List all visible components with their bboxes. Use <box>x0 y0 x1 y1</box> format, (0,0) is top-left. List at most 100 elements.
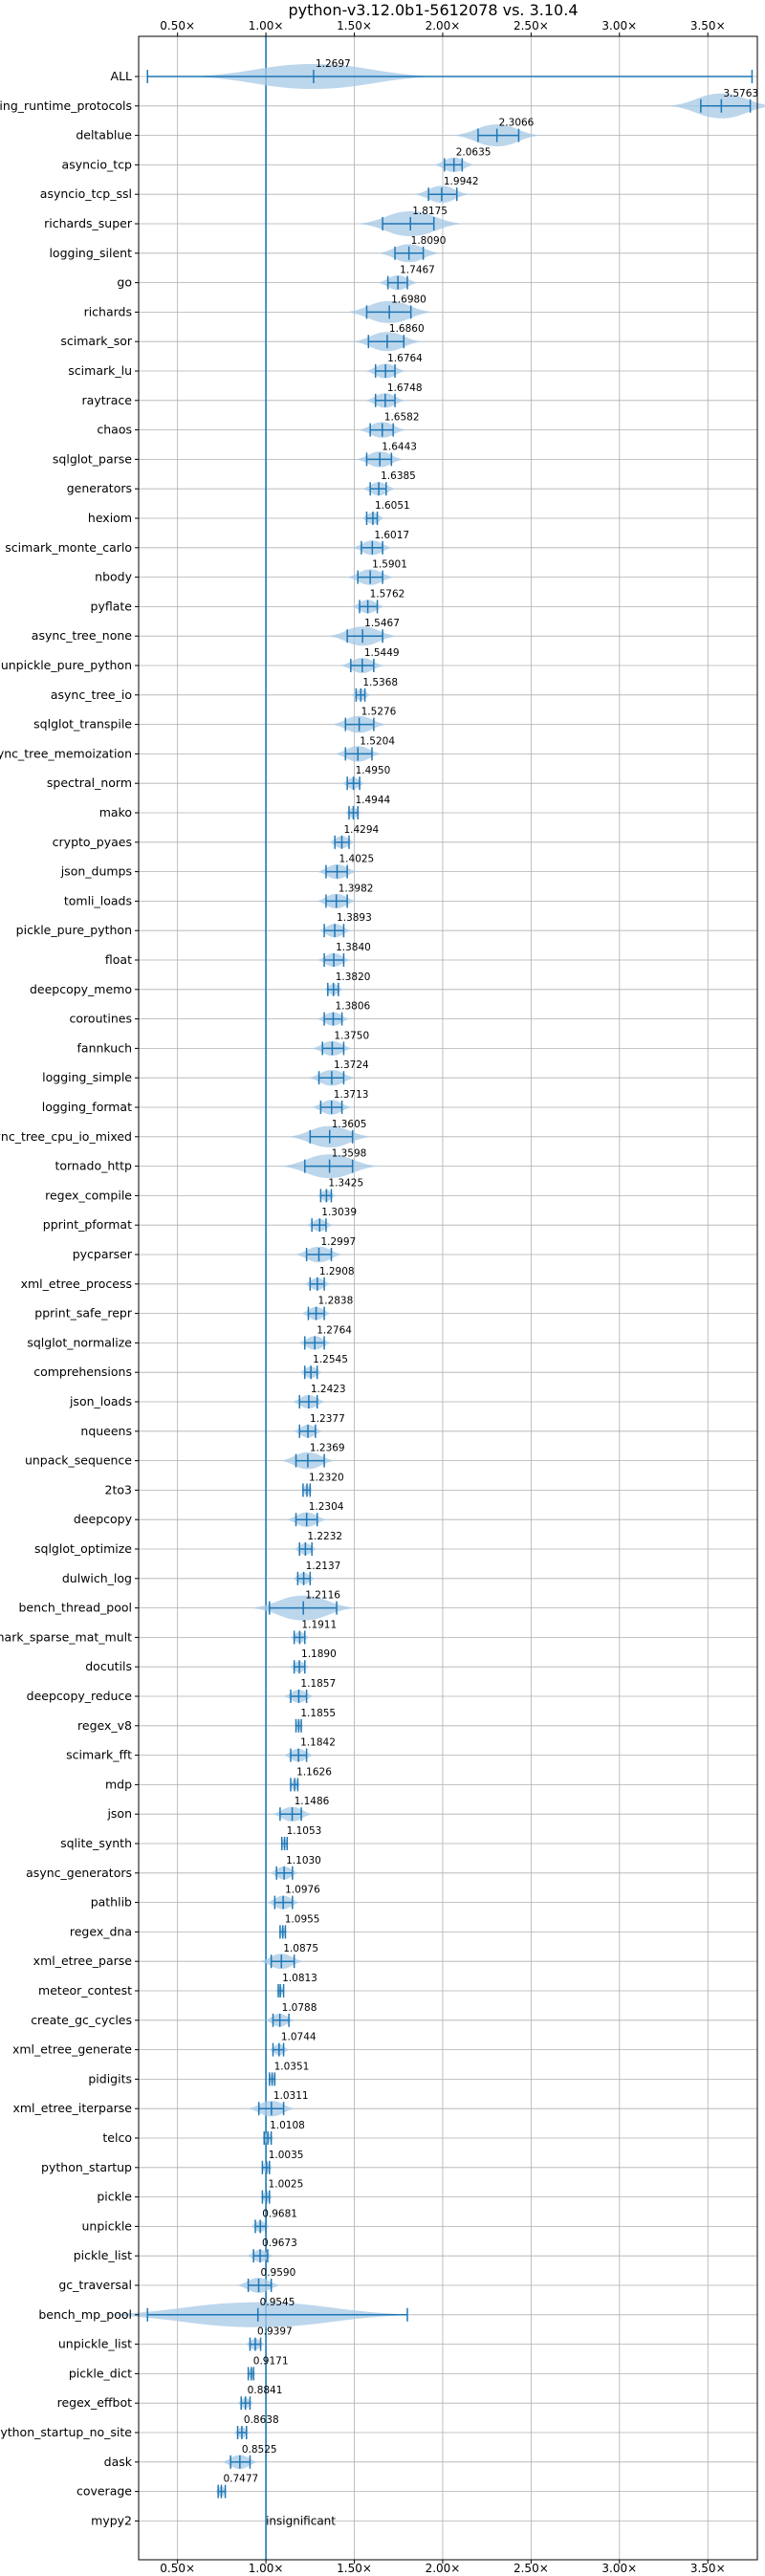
data-label: 3.5763 <box>723 88 758 99</box>
data-label: 1.6385 <box>381 470 416 482</box>
data-label: 1.1842 <box>300 1737 336 1749</box>
data-label: 1.1911 <box>301 1619 337 1630</box>
y-tick-label: logging_simple <box>42 1070 132 1084</box>
data-label: 1.0875 <box>283 1943 318 1954</box>
data-label: 1.2232 <box>307 1531 342 1542</box>
data-label: 0.8638 <box>244 2414 279 2426</box>
y-tick-label: create_gc_cycles <box>31 2013 132 2027</box>
plot-frame <box>138 35 758 2561</box>
data-label: 1.5449 <box>364 647 400 659</box>
data-label: 1.2764 <box>317 1324 352 1336</box>
data-label: 1.4025 <box>339 854 375 865</box>
x-tick-label-bottom: 0.50× <box>160 2562 195 2572</box>
data-label: 1.0788 <box>282 2002 317 2014</box>
data-label: 1.1030 <box>286 1855 321 1867</box>
y-tick-label: async_tree_none <box>32 628 133 643</box>
x-tick-label-bottom: 3.00× <box>601 2562 637 2572</box>
data-label: 1.5204 <box>360 735 395 747</box>
data-label: 1.8090 <box>411 235 447 247</box>
x-tick-label-top: 1.00× <box>249 19 284 33</box>
data-label: 1.3840 <box>336 942 371 953</box>
data-label: 1.3806 <box>335 1001 370 1013</box>
data-label: 0.8525 <box>242 2444 277 2456</box>
y-tick-label: json <box>106 1806 132 1821</box>
y-tick-label: coroutines <box>70 1012 132 1026</box>
data-label: 1.3724 <box>334 1059 369 1071</box>
y-tick-label: ALL <box>111 69 133 83</box>
y-tick-label: richards <box>84 304 132 318</box>
data-label: 1.6051 <box>375 500 410 512</box>
y-tick-label: sqlite_synth <box>60 1836 132 1850</box>
data-label: 1.2377 <box>310 1413 345 1425</box>
data-label: 1.3039 <box>321 1207 357 1218</box>
x-tick-label-top: 0.50× <box>160 19 195 33</box>
y-tick-label: logging_silent <box>49 246 132 260</box>
y-tick-label: tomli_loads <box>64 893 132 907</box>
data-label: 1.0976 <box>285 1885 320 1896</box>
data-label: 1.2137 <box>306 1561 341 1572</box>
data-label: 1.0744 <box>281 2032 317 2043</box>
data-label: 1.0813 <box>282 1973 317 1984</box>
data-label: 1.3750 <box>334 1030 369 1041</box>
data-label: 1.3605 <box>332 1119 367 1130</box>
y-tick-label: 2to3 <box>105 1482 132 1496</box>
y-tick-label: pathlib <box>91 1895 132 1910</box>
y-tick-label: nqueens <box>80 1424 132 1438</box>
data-label: 1.1626 <box>296 1766 332 1778</box>
y-tick-label: mdp <box>105 1777 132 1791</box>
y-tick-label: unpickle_list <box>58 2337 132 2351</box>
y-tick-label: python_startup <box>41 2160 132 2174</box>
data-label: 1.2697 <box>316 58 351 70</box>
data-label: 1.6582 <box>384 412 420 424</box>
y-tick-label: deepcopy <box>74 1512 133 1526</box>
y-tick-label: unpickle_pure_python <box>1 658 132 672</box>
y-tick-label: regex_compile <box>45 1188 132 1202</box>
data-label: 1.1857 <box>300 1678 336 1690</box>
y-tick-label: async_tree_io <box>51 688 132 702</box>
y-tick-label: sqlglot_optimize <box>34 1541 132 1556</box>
data-label: 1.2320 <box>309 1472 344 1483</box>
data-label: 1.2997 <box>320 1236 356 1248</box>
x-tick-label-bottom: 2.50× <box>514 2562 549 2572</box>
x-tick-label-bottom: 2.00× <box>426 2562 461 2572</box>
data-label: 1.1890 <box>301 1648 337 1660</box>
data-label: 0.8841 <box>248 2385 283 2396</box>
data-label: 1.2116 <box>305 1590 340 1602</box>
y-tick-label: nbody <box>95 570 132 584</box>
data-label: 0.9171 <box>253 2355 289 2367</box>
y-tick-label: typing_runtime_protocols <box>0 98 132 113</box>
data-label: 0.7477 <box>223 2474 258 2485</box>
chart-title: python-v3.12.0b1-5612078 vs. 3.10.4 <box>289 1 579 19</box>
y-tick-label: pycparser <box>73 1247 133 1261</box>
y-tick-label: json_dumps <box>60 864 132 879</box>
y-tick-label: unpickle <box>81 2218 132 2233</box>
x-tick-label-top: 1.50× <box>337 19 372 33</box>
y-tick-label: fannkuch <box>77 1040 132 1055</box>
data-label: 0.9681 <box>262 2208 297 2219</box>
y-tick-label: xml_etree_iterparse <box>12 2101 132 2115</box>
data-label: 1.4944 <box>355 795 390 806</box>
y-tick-label: scimark_lu <box>68 363 132 378</box>
y-tick-label: telco <box>102 2130 132 2145</box>
axis-layer: 0.50× 0.50× 1.00× 1.00× 1.50× 1.50× 2.00× 2.00×… <box>0 19 758 2575</box>
x-tick-label-top: 2.00× <box>426 19 461 33</box>
data-label: 1.5901 <box>372 559 407 571</box>
data-label: 1.0108 <box>270 2120 305 2131</box>
data-label: 1.1486 <box>295 1796 330 1807</box>
y-tick-label: regex_effbot <box>57 2395 132 2410</box>
data-label: 1.3982 <box>339 883 374 894</box>
y-tick-label: float <box>105 952 132 967</box>
data-label: 1.3820 <box>336 971 371 983</box>
data-label: 1.7467 <box>400 265 435 276</box>
y-tick-label: mypy2 <box>91 2513 132 2527</box>
data-label: 1.6860 <box>389 323 425 335</box>
y-tick-label: deepcopy_reduce <box>27 1689 133 1703</box>
data-label: 1.1855 <box>300 1708 336 1719</box>
y-tick-label: docutils <box>85 1659 132 1673</box>
y-tick-label: scimark_sparse_mat_mult <box>0 1629 132 1644</box>
y-tick-label: bench_thread_pool <box>18 1601 132 1615</box>
y-tick-label: async_tree_memoization <box>0 746 132 760</box>
data-label: 1.0035 <box>269 2150 304 2161</box>
y-tick-label: meteor_contest <box>38 1983 132 1997</box>
data-label: 1.4294 <box>343 824 379 836</box>
